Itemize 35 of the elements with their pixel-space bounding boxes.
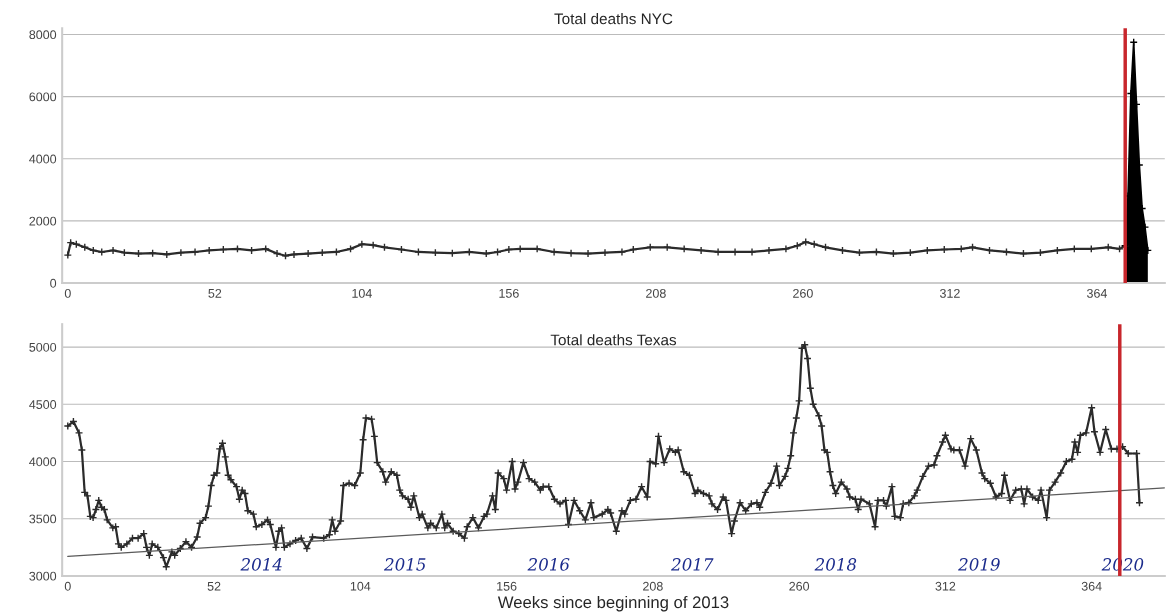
x-tick-label: 52 [208, 288, 222, 298]
x-tick-label: 312 [935, 581, 956, 591]
annotation: 2017 [671, 558, 714, 571]
x-tick-label: 208 [643, 581, 663, 591]
y-tick-label: 8000 [29, 30, 57, 40]
annotation: 2019 [958, 558, 1000, 571]
y-tick-label: 4000 [29, 154, 57, 164]
x-tick-label: 364 [1086, 288, 1107, 298]
y-tick-label: 3000 [29, 571, 57, 581]
x-axis-title: Weeks since beginning of 2013 [497, 595, 729, 612]
x-tick-label: 156 [499, 288, 519, 298]
annotation: 2018 [814, 558, 857, 571]
x-tick-label: 0 [64, 581, 71, 591]
y-tick-label: 2000 [29, 216, 57, 226]
y-tick-label: 0 [50, 278, 57, 288]
annotation: 2015 [383, 558, 426, 571]
y-tick-label: 6000 [29, 92, 57, 102]
y-tick-label: 3500 [29, 514, 57, 524]
x-tick-label: 52 [207, 581, 221, 591]
chart-title: Total deaths NYC [554, 13, 673, 25]
x-tick-label: 0 [64, 288, 71, 298]
x-tick-label: 260 [793, 288, 813, 298]
x-tick-label: 364 [1081, 581, 1102, 591]
y-tick-label: 4500 [29, 400, 57, 409]
x-tick-label: 104 [350, 581, 371, 591]
y-tick-label: 5000 [29, 342, 57, 352]
x-tick-label: 156 [497, 581, 517, 591]
y-tick-label: 4000 [29, 457, 57, 467]
annotation: 2014 [240, 558, 282, 571]
x-tick-label: 104 [352, 288, 372, 298]
x-tick-label: 208 [646, 288, 666, 298]
text: Total deaths Texas [550, 334, 677, 346]
x-tick-label: 260 [789, 581, 810, 591]
annotation: 2016 [527, 558, 570, 571]
x-tick-label: 312 [939, 288, 960, 298]
